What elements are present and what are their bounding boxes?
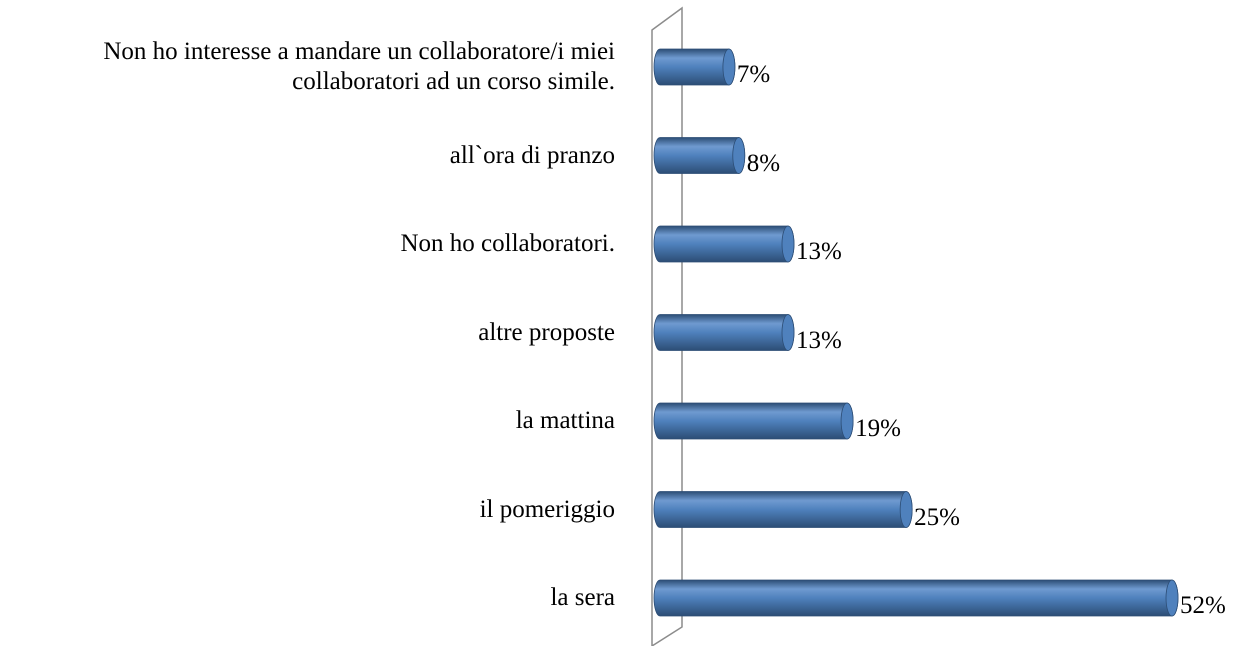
bar-cap xyxy=(840,402,854,440)
bar xyxy=(653,137,746,174)
category-label: altre proposte xyxy=(478,318,615,346)
value-label: 13% xyxy=(796,238,842,265)
value-label: 8% xyxy=(746,149,781,177)
bar xyxy=(653,491,913,528)
category-label: il pomeriggio xyxy=(479,495,615,523)
bar-cap xyxy=(781,314,795,351)
axis-wall xyxy=(651,6,683,646)
category-label: la mattina xyxy=(515,407,615,434)
bar xyxy=(653,314,795,351)
bar-cap xyxy=(732,137,746,174)
value-label: 19% xyxy=(855,415,901,442)
bar xyxy=(653,579,1179,617)
category-label: la sera xyxy=(550,584,615,611)
category-label: all`ora di pranzo xyxy=(449,141,615,169)
bar-cap xyxy=(899,491,913,528)
value-label: 25% xyxy=(914,503,960,531)
bar-cap xyxy=(1165,579,1179,617)
bar-cap xyxy=(722,48,736,86)
value-label: 13% xyxy=(796,326,842,354)
bar xyxy=(653,225,795,263)
category-label: Non ho collaboratori. xyxy=(400,230,615,257)
category-label: Non ho interesse a mandare un collaborat… xyxy=(103,38,615,95)
value-label: 52% xyxy=(1180,592,1226,619)
bar xyxy=(653,402,854,440)
bar-cap xyxy=(781,225,795,263)
value-label: 7% xyxy=(736,61,771,88)
